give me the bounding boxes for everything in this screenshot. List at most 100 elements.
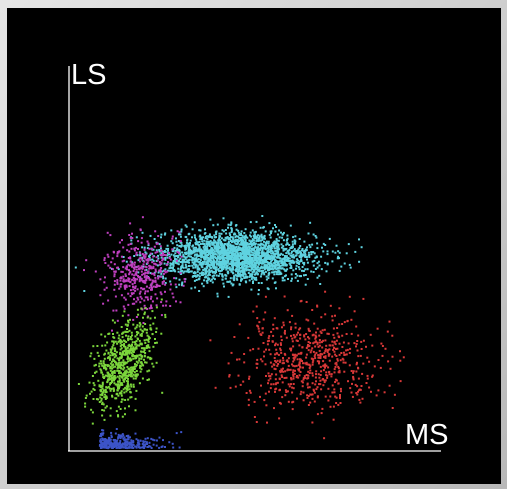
data-point [130, 396, 133, 399]
data-point [250, 288, 253, 291]
data-point [175, 277, 178, 280]
data-point [315, 236, 318, 239]
data-point [263, 399, 266, 402]
data-point [223, 251, 226, 254]
data-point [311, 393, 314, 396]
data-point [219, 266, 221, 269]
data-point [126, 330, 129, 333]
data-point [265, 260, 268, 263]
data-point [335, 363, 338, 366]
data-point [251, 264, 254, 267]
data-point [130, 348, 133, 351]
data-point [293, 239, 296, 242]
data-point [149, 317, 152, 320]
data-point [143, 279, 146, 282]
data-point [198, 229, 201, 232]
data-point [117, 415, 120, 418]
data-point [302, 262, 305, 264]
data-point [200, 256, 203, 258]
data-point [163, 233, 166, 236]
data-point [155, 439, 158, 442]
data-point [211, 247, 214, 250]
data-point [215, 243, 218, 246]
data-point [274, 224, 276, 226]
data-point [135, 347, 137, 350]
data-point [290, 254, 293, 257]
data-point [171, 237, 174, 240]
data-point [154, 286, 157, 288]
data-point [283, 279, 286, 282]
data-point [121, 239, 123, 242]
data-point [305, 374, 308, 376]
data-point [124, 372, 126, 375]
data-point [140, 241, 143, 244]
data-point [242, 275, 245, 278]
data-point [101, 445, 104, 448]
data-point [215, 263, 218, 266]
data-point [127, 263, 130, 266]
data-point [292, 261, 295, 264]
data-point [145, 331, 148, 334]
data-point [220, 232, 223, 235]
data-point [336, 257, 339, 260]
data-point [273, 262, 276, 264]
data-point [109, 441, 112, 444]
data-point [111, 347, 114, 350]
data-point [164, 257, 167, 259]
data-point [334, 314, 336, 317]
data-point [125, 369, 128, 372]
data-point [92, 345, 95, 348]
data-point [171, 250, 174, 252]
data-point [118, 374, 121, 377]
data-point [261, 249, 264, 252]
data-point [151, 252, 154, 255]
data-point [226, 259, 229, 262]
data-point [376, 327, 379, 330]
data-point [282, 247, 285, 250]
data-point [119, 348, 122, 351]
data-point [249, 254, 252, 257]
data-point [138, 357, 141, 360]
data-point [252, 248, 255, 251]
data-point [281, 258, 284, 261]
data-point [245, 261, 247, 264]
data-point [131, 278, 134, 281]
data-point [290, 279, 293, 282]
data-point [235, 256, 238, 259]
data-point [226, 257, 228, 260]
data-point [355, 345, 357, 348]
data-point [295, 354, 298, 357]
data-point [152, 365, 155, 368]
data-point [334, 362, 337, 365]
data-point [324, 395, 327, 398]
data-point [141, 443, 144, 446]
data-point [229, 243, 232, 246]
data-point [163, 253, 166, 256]
data-point [317, 356, 320, 359]
data-point [255, 220, 258, 223]
data-point [201, 274, 203, 276]
data-point [175, 286, 178, 289]
data-point [265, 259, 267, 262]
data-point [133, 274, 136, 277]
data-point [300, 352, 303, 355]
data-point [320, 255, 323, 258]
data-point [158, 446, 161, 449]
data-point [278, 360, 281, 363]
data-point [391, 355, 394, 358]
data-point [298, 328, 301, 331]
data-point [173, 268, 176, 271]
data-point [127, 319, 129, 322]
data-point [323, 355, 326, 358]
data-point [356, 385, 359, 388]
data-point [121, 270, 124, 273]
data-point [128, 271, 131, 274]
data-point [312, 233, 315, 236]
data-point [222, 263, 225, 266]
data-point [138, 321, 141, 324]
data-point [136, 444, 139, 447]
data-point [114, 349, 117, 352]
data-point [155, 249, 158, 252]
data-point [228, 232, 231, 235]
data-point [347, 380, 349, 383]
